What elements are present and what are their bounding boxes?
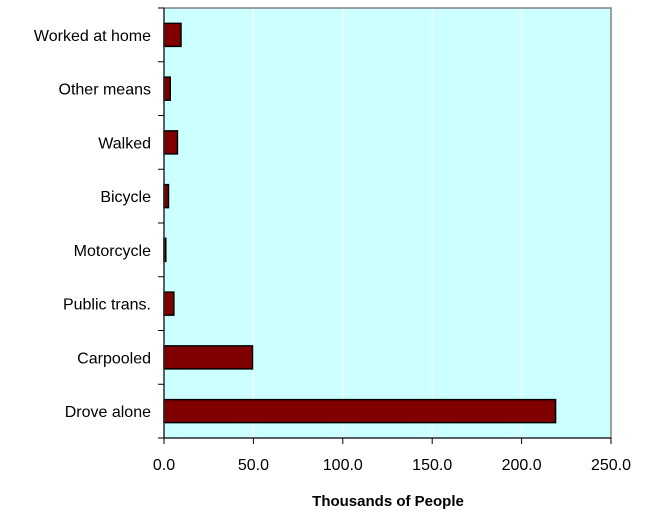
x-tick-label: 150.0: [412, 457, 452, 474]
x-tick-labels: 0.0 50.0 100.0 150.0 200.0 250.0: [153, 457, 631, 474]
category-labels: Worked at home Other means Walked Bicycle Mo…: [34, 28, 151, 421]
bar: [163, 76, 172, 101]
x-axis-title: Thousands of People: [312, 493, 464, 510]
x-tick-label: 100.0: [323, 457, 363, 474]
category-label: Carpooled: [77, 350, 151, 367]
x-tick-label: 50.0: [238, 457, 269, 474]
category-label: Worked at home: [34, 28, 151, 45]
bar: [163, 398, 557, 424]
bar: [163, 291, 175, 316]
bars: [163, 22, 557, 424]
gridlines: [252, 8, 523, 438]
category-label: Public trans.: [63, 297, 151, 314]
x-tick-label: 200.0: [502, 457, 542, 474]
category-label: Other means: [59, 82, 151, 99]
category-label: Walked: [98, 135, 151, 152]
bar: [163, 130, 179, 155]
plot-area: [164, 8, 611, 438]
category-label: Bicycle: [100, 189, 151, 206]
bar: [163, 22, 182, 48]
x-tick-label: 250.0: [591, 457, 631, 474]
axes: [158, 7, 612, 444]
bar: [163, 345, 254, 370]
category-label: Drove alone: [65, 404, 151, 421]
category-label: Motorcycle: [74, 243, 151, 260]
x-tick-label: 0.0: [153, 457, 175, 474]
